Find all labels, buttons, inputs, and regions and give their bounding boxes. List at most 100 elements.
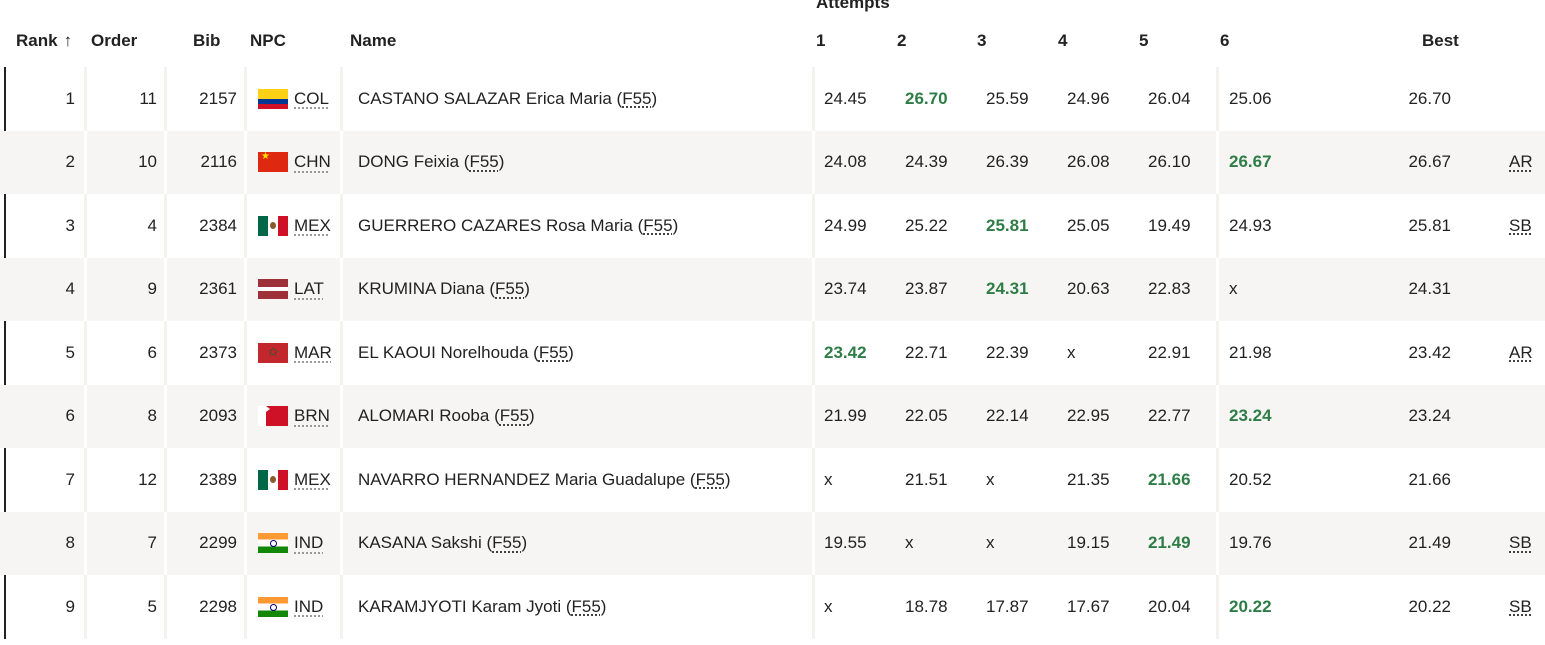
npc-code[interactable]: BRN xyxy=(294,406,330,426)
column-separator xyxy=(164,321,167,385)
attempt-2-cell: 18.78 xyxy=(905,596,948,616)
column-separator xyxy=(244,321,247,385)
column-separator xyxy=(340,575,343,639)
record-badge[interactable]: SB xyxy=(1509,215,1532,235)
sport-class[interactable]: F55 xyxy=(622,88,652,108)
table-row[interactable]: 3 4 2384 MEX GUERRERO CAZARES Rosa Maria (F5… xyxy=(0,194,1545,258)
npc-code[interactable]: MEX xyxy=(294,215,331,235)
athlete-name-cell[interactable]: KASANA Sakshi (F55) xyxy=(358,533,528,553)
bib-cell: 2157 xyxy=(199,88,237,108)
bib-cell: 2389 xyxy=(199,469,237,489)
athlete-name[interactable]: CASTANO SALAZAR Erica Maria xyxy=(358,88,612,108)
npc-cell[interactable]: MEX xyxy=(258,469,331,490)
column-separator xyxy=(164,67,167,131)
npc-code[interactable]: IND xyxy=(294,533,324,553)
sport-class[interactable]: F55 xyxy=(695,469,725,489)
sport-class[interactable]: F55 xyxy=(469,152,499,172)
best-mark-cell: 24.31 xyxy=(1408,279,1451,299)
npc-cell[interactable]: IND xyxy=(258,533,324,554)
sport-class[interactable]: F55 xyxy=(495,279,525,299)
npc-code[interactable]: MEX xyxy=(294,469,331,489)
npc-code[interactable]: CHN xyxy=(294,152,331,172)
sport-class[interactable]: F55 xyxy=(499,406,530,426)
record-badge[interactable]: SB xyxy=(1509,533,1532,553)
table-row[interactable]: 5 6 2373 MAR EL KAOUI Norelhouda (F55) 23.42 2… xyxy=(0,321,1545,385)
order-cell: 8 xyxy=(147,406,157,426)
table-row[interactable]: 4 9 2361 LAT KRUMINA Diana (F55) 23.74 23.87 24… xyxy=(0,257,1545,321)
athlete-name-cell[interactable]: EL KAOUI Norelhouda (F55) xyxy=(358,342,574,362)
athlete-name-cell[interactable]: GUERRERO CAZARES Rosa Maria (F55) xyxy=(358,215,679,235)
athlete-name[interactable]: GUERRERO CAZARES Rosa Maria xyxy=(358,215,633,235)
attempt-4-cell: 24.96 xyxy=(1067,88,1110,108)
npc-cell[interactable]: IND xyxy=(258,596,324,617)
npc-cell[interactable]: BRN xyxy=(258,406,330,427)
athlete-name-cell[interactable]: KARAMJYOTI Karam Jyoti (F55) xyxy=(358,596,607,616)
table-row[interactable]: 7 12 2389 MEX NAVARRO HERNANDEZ Maria Guadal… xyxy=(0,448,1545,512)
column-separator xyxy=(84,384,87,448)
npc-cell[interactable]: LAT xyxy=(258,279,324,300)
india-flag-icon xyxy=(258,533,288,554)
column-separator xyxy=(244,448,247,512)
table-row[interactable]: 9 5 2298 IND KARAMJYOTI Karam Jyoti (F55) x 18… xyxy=(0,575,1545,639)
best-mark-cell: 21.49 xyxy=(1408,533,1451,553)
column-separator xyxy=(1216,130,1219,194)
athlete-name[interactable]: KARAMJYOTI Karam Jyoti xyxy=(358,596,562,616)
athlete-name[interactable]: EL KAOUI Norelhouda xyxy=(358,342,529,362)
best-column-header[interactable]: Best xyxy=(1422,31,1459,50)
best-mark-cell: 23.42 xyxy=(1408,342,1451,362)
order-cell: 5 xyxy=(147,596,157,616)
record-badge[interactable]: AR xyxy=(1509,152,1533,172)
table-row[interactable]: 8 7 2299 IND KASANA Sakshi (F55) 19.55 x x 19.15… xyxy=(0,511,1545,575)
npc-column-header[interactable]: NPC xyxy=(250,31,286,50)
column-separator xyxy=(340,130,343,194)
bib-cell: 2116 xyxy=(200,152,237,172)
column-separator xyxy=(84,321,87,385)
attempt-5-header: 5 xyxy=(1139,31,1149,50)
npc-code[interactable]: MAR xyxy=(294,342,332,362)
athlete-name-cell[interactable]: NAVARRO HERNANDEZ Maria Guadalupe (F55) xyxy=(358,469,731,489)
athlete-name[interactable]: NAVARRO HERNANDEZ Maria Guadalupe xyxy=(358,469,686,489)
sport-class[interactable]: F55 xyxy=(643,215,673,235)
athlete-name-cell[interactable]: DONG Feixia (F55) xyxy=(358,152,505,172)
npc-code[interactable]: LAT xyxy=(294,279,324,299)
sort-ascending-icon[interactable]: ↑ xyxy=(63,31,73,50)
attempt-2-cell: 24.39 xyxy=(905,152,948,172)
column-separator xyxy=(244,384,247,448)
sport-class[interactable]: F55 xyxy=(571,596,601,616)
name-column-header[interactable]: Name xyxy=(350,31,397,50)
table-row[interactable]: 2 10 2116 CHN DONG Feixia (F55) 24.08 24.39 26.… xyxy=(0,130,1545,194)
record-badge[interactable]: AR xyxy=(1509,342,1533,362)
attempt-5-cell: 26.04 xyxy=(1148,88,1191,108)
npc-cell[interactable]: MAR xyxy=(258,342,332,363)
attempt-3-cell: 26.39 xyxy=(986,152,1029,172)
sport-class[interactable]: F55 xyxy=(538,342,569,362)
npc-code[interactable]: IND xyxy=(294,596,324,616)
athlete-name[interactable]: KASANA Sakshi xyxy=(358,533,482,553)
bahrain-flag-icon xyxy=(258,406,288,427)
athlete-name-cell[interactable]: ALOMARI Rooba (F55) xyxy=(358,406,535,426)
sport-class[interactable]: F55 xyxy=(492,533,522,553)
table-row[interactable]: 6 8 2093 BRN ALOMARI Rooba (F55) 21.99 22.05 22… xyxy=(0,384,1545,448)
npc-cell[interactable]: CHN xyxy=(258,152,331,173)
npc-cell[interactable]: MEX xyxy=(258,215,331,236)
column-separator xyxy=(84,130,87,194)
attempt-6-cell: 19.76 xyxy=(1229,533,1272,553)
athlete-name[interactable]: KRUMINA Diana xyxy=(358,279,485,299)
order-column-header[interactable]: Order xyxy=(91,31,138,50)
attempt-1-cell: 24.99 xyxy=(824,215,867,235)
table-row[interactable]: 1 11 2157 COL CASTANO SALAZAR Erica Maria (F… xyxy=(0,67,1545,131)
npc-code[interactable]: COL xyxy=(294,88,329,108)
bib-column-header[interactable]: Bib xyxy=(193,31,221,50)
order-cell: 9 xyxy=(147,279,157,299)
athlete-name-cell[interactable]: KRUMINA Diana (F55) xyxy=(358,279,530,299)
athlete-name[interactable]: ALOMARI Rooba xyxy=(358,406,490,426)
athlete-name[interactable]: DONG Feixia xyxy=(358,152,460,172)
order-cell: 6 xyxy=(147,342,157,362)
record-badge[interactable]: SB xyxy=(1509,596,1532,616)
athlete-name-cell[interactable]: CASTANO SALAZAR Erica Maria (F55) xyxy=(358,88,658,108)
npc-cell[interactable]: COL xyxy=(258,88,329,109)
column-separator xyxy=(1216,384,1219,448)
column-separator xyxy=(340,511,343,575)
column-separator xyxy=(340,194,343,258)
rank-column-header[interactable]: Rank ↑ xyxy=(16,31,72,51)
